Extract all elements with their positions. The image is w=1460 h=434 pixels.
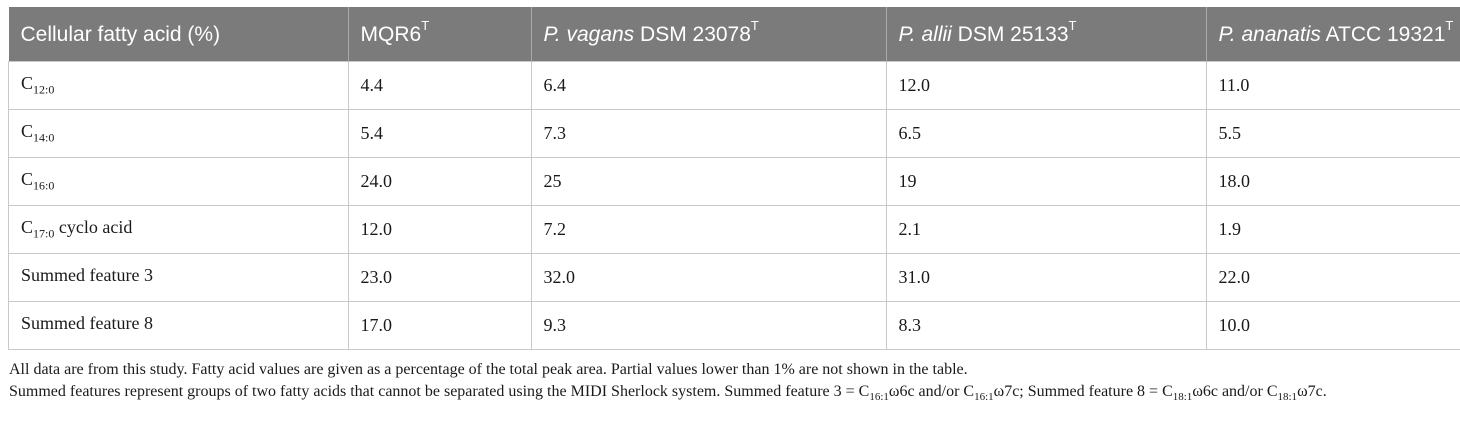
table-row: C12:0 4.4 6.4 12.0 11.0 [8,61,1460,110]
value-cell: 25 [530,157,887,206]
value-cell: 9.3 [530,301,887,350]
header-cell: P. ananatis ATCC 19321T [1206,7,1460,62]
table-row: C16:0 24.0 25 19 18.0 [8,157,1460,206]
footnote-line-1: All data are from this study. Fatty acid… [9,361,968,378]
value-cell: 19 [885,157,1207,206]
fatty-acid-table: Cellular fatty acid (%) MQR6T P. vagans … [8,7,1460,350]
header-cell: P. vagans DSM 23078T [531,7,887,62]
value-cell: 31.0 [885,253,1207,302]
header-cell: P. allii DSM 25133T [886,7,1207,62]
value-cell: 10.0 [1205,301,1460,350]
value-cell: 2.1 [885,205,1207,254]
value-cell: 4.4 [347,61,532,110]
fatty-acid-label: C17:0 cyclo acid [8,205,349,254]
value-cell: 12.0 [885,61,1207,110]
fatty-acid-label: C14:0 [8,109,349,158]
value-cell: 6.5 [885,109,1207,158]
value-cell: 23.0 [347,253,532,302]
fatty-acid-label: Summed feature 3 [8,253,349,302]
table-row: Summed feature 3 23.0 32.0 31.0 22.0 [8,253,1460,302]
fatty-acid-label: C12:0 [8,61,349,110]
fatty-acid-label: Summed feature 8 [8,301,349,350]
header-row: Cellular fatty acid (%) MQR6T P. vagans … [8,7,1460,62]
value-cell: 11.0 [1205,61,1460,110]
value-cell: 6.4 [530,61,887,110]
fatty-acid-table-container: Cellular fatty acid (%) MQR6T P. vagans … [8,7,1460,408]
value-cell: 18.0 [1205,157,1460,206]
table-row: C17:0 cyclo acid 12.0 7.2 2.1 1.9 [8,205,1460,254]
header-cell: MQR6T [348,7,532,62]
value-cell: 22.0 [1205,253,1460,302]
value-cell: 24.0 [347,157,532,206]
header-cell: Cellular fatty acid (%) [8,7,349,62]
table-footnote: All data are from this study. Fatty acid… [8,359,1452,408]
table-row: C14:0 5.4 7.3 6.5 5.5 [8,109,1460,158]
value-cell: 12.0 [347,205,532,254]
table-row: Summed feature 8 17.0 9.3 8.3 10.0 [8,301,1460,350]
value-cell: 5.4 [347,109,532,158]
value-cell: 7.3 [530,109,887,158]
value-cell: 32.0 [530,253,887,302]
value-cell: 8.3 [885,301,1207,350]
value-cell: 5.5 [1205,109,1460,158]
value-cell: 17.0 [347,301,532,350]
footnote-line-2: Summed features represent groups of two … [9,383,1327,404]
value-cell: 7.2 [530,205,887,254]
fatty-acid-label: C16:0 [8,157,349,206]
value-cell: 1.9 [1205,205,1460,254]
